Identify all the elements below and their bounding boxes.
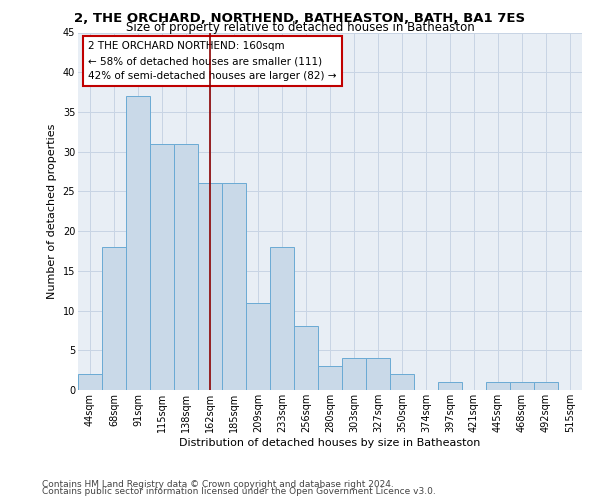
- Bar: [198, 184, 222, 390]
- Bar: [150, 144, 174, 390]
- X-axis label: Distribution of detached houses by size in Batheaston: Distribution of detached houses by size …: [179, 438, 481, 448]
- Bar: [438, 382, 462, 390]
- Y-axis label: Number of detached properties: Number of detached properties: [47, 124, 57, 299]
- Bar: [270, 247, 294, 390]
- Bar: [534, 382, 558, 390]
- Bar: [222, 184, 246, 390]
- Text: Contains HM Land Registry data © Crown copyright and database right 2024.: Contains HM Land Registry data © Crown c…: [42, 480, 394, 489]
- Text: 2, THE ORCHARD, NORTHEND, BATHEASTON, BATH, BA1 7ES: 2, THE ORCHARD, NORTHEND, BATHEASTON, BA…: [74, 12, 526, 26]
- Bar: [486, 382, 510, 390]
- Bar: [366, 358, 390, 390]
- Bar: [510, 382, 534, 390]
- Bar: [390, 374, 414, 390]
- Bar: [174, 144, 198, 390]
- Bar: [246, 302, 270, 390]
- Bar: [126, 96, 150, 390]
- Text: Contains public sector information licensed under the Open Government Licence v3: Contains public sector information licen…: [42, 488, 436, 496]
- Bar: [78, 374, 102, 390]
- Text: Size of property relative to detached houses in Batheaston: Size of property relative to detached ho…: [125, 22, 475, 35]
- Bar: [318, 366, 342, 390]
- Bar: [102, 247, 126, 390]
- Text: 2 THE ORCHARD NORTHEND: 160sqm
← 58% of detached houses are smaller (111)
42% of: 2 THE ORCHARD NORTHEND: 160sqm ← 58% of …: [88, 42, 337, 81]
- Bar: [294, 326, 318, 390]
- Bar: [342, 358, 366, 390]
